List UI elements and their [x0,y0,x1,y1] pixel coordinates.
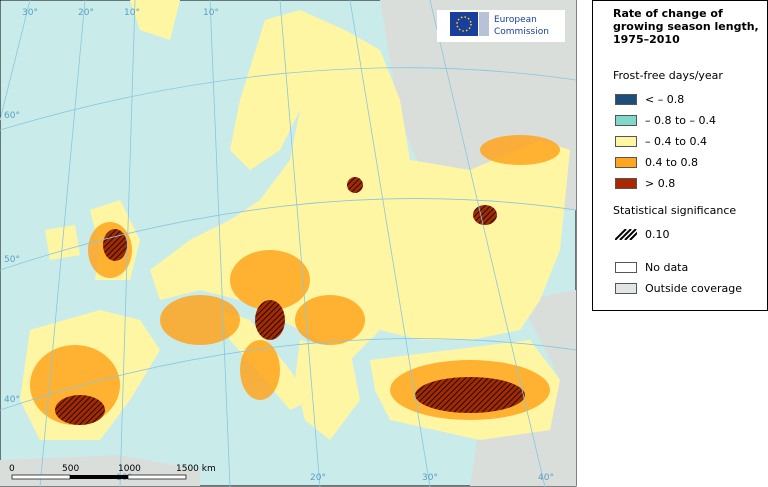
meridian [429,0,546,487]
legend-item: – 0.4 to 0.4 [615,134,707,148]
land-iceland [130,0,180,40]
area [415,377,525,413]
swatch [615,261,637,273]
legend-item: < – 0.8 [615,92,684,106]
legend-item: > 0.8 [615,176,675,190]
meridian [0,0,31,121]
legend-label: – 0.4 to 0.4 [645,134,708,148]
legend-label: Outside coverage [645,281,743,295]
scale-segment [127,474,187,480]
logo-text: Commission [494,27,549,37]
legend-item: Outside coverage [615,281,742,295]
parallel [0,67,577,131]
eu-flag [450,12,478,36]
legend-label: 0.4 to 0.8 [645,155,699,169]
area [473,205,497,225]
meridian [349,0,431,487]
area [160,295,240,345]
area [103,229,127,261]
area [230,250,310,310]
meridian [39,0,86,487]
legend-label: > 0.8 [645,176,676,190]
parallel [0,338,577,411]
map: 30° 20° 10° 10° 60° 50° 40° 10° 20° 30° … [0,0,577,487]
graticule-label: 40° [538,473,554,483]
scale-bar: 0 500 1000 1500 km [9,464,216,480]
legend-subtitle: Frost-free days/year [613,69,723,82]
swatch [615,156,637,168]
swatch [615,135,637,147]
significant-areas [55,177,525,425]
legend-label: No data [645,260,689,274]
graticule-label: 50° [4,255,20,265]
legend: Rate of change of growing season length,… [592,0,768,311]
logo: European Commission [437,10,565,42]
swatch [615,282,637,294]
legend-significance-title: Statistical significance [613,204,737,217]
area [240,340,280,400]
legend-title: Rate of change of growing season length,… [613,7,759,46]
swatch [615,177,637,189]
graticule-label: 10° [124,8,140,18]
graticule-label: 10° [203,8,219,18]
graticule-label: 20° [310,473,326,483]
scale-label: 500 [62,464,79,474]
area [295,295,365,345]
legend-label: – 0.8 to – 0.4 [645,113,717,127]
scale-segment [11,474,71,480]
legend-item: 0.4 to 0.8 [615,155,698,169]
legend-label: < – 0.8 [645,92,685,106]
hatch-swatch [615,228,637,240]
area [255,300,285,340]
scale-label: 1500 km [176,464,216,474]
graticule-label: 30° [422,473,438,483]
swatch [615,93,637,105]
legend-item: 0.10 [615,227,670,241]
legend-item: – 0.8 to – 0.4 [615,113,716,127]
scale-label: 0 [9,464,15,474]
meridian [209,0,231,487]
graticule-label: 30° [22,8,38,18]
land-balkans [295,340,360,440]
swatch [615,114,637,126]
graticule-label: 40° [4,395,20,405]
legend-item: No data [615,260,688,274]
area [347,177,363,193]
graticule [0,0,577,487]
logo-band [479,12,489,36]
area [480,135,560,165]
graticule-label: 60° [4,111,20,121]
legend-label: 0.10 [645,227,670,241]
parallel [0,198,577,271]
scale-label: 1000 [118,464,141,474]
meridian [119,0,136,487]
graticule-label: 20° [78,8,94,18]
scale-segment [70,475,128,479]
logo-text: European [494,15,537,25]
eu-stars [456,16,472,32]
meridian [279,0,321,487]
area [55,395,105,425]
